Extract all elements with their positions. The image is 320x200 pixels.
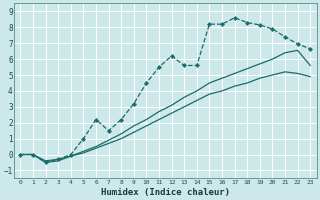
X-axis label: Humidex (Indice chaleur): Humidex (Indice chaleur) bbox=[101, 188, 230, 197]
